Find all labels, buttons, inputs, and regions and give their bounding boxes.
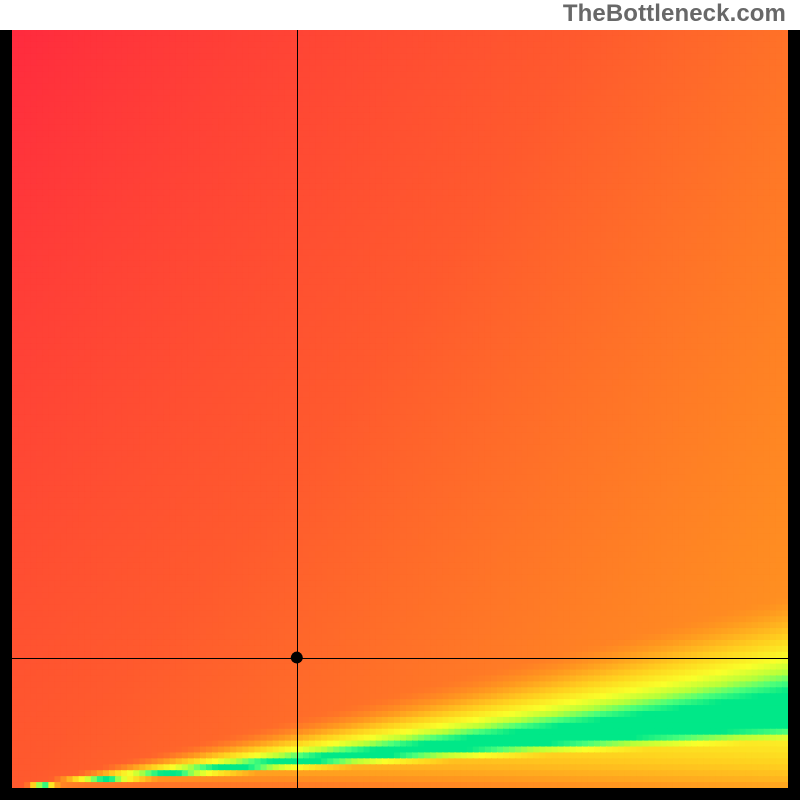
chart-container: TheBottleneck.com — [0, 0, 800, 800]
bottleneck-heatmap — [0, 0, 800, 800]
watermark-text: TheBottleneck.com — [563, 0, 786, 28]
